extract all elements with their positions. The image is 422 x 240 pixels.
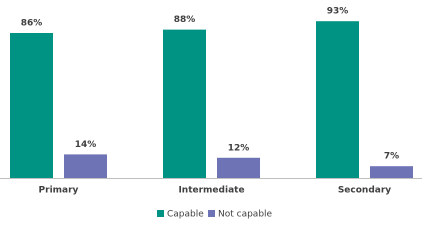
value-label: 14% — [75, 140, 97, 150]
value-label: 93% — [327, 7, 349, 17]
legend-label: Capable — [167, 210, 204, 220]
chart: 86% 14% Primary 88% 12% Intermediate 93% 7% Seco… — [0, 7, 422, 220]
legend-swatch — [208, 210, 215, 217]
legend-swatch — [157, 210, 164, 217]
bar — [217, 157, 260, 178]
value-label: 86% — [21, 19, 43, 29]
bar — [316, 21, 359, 178]
bar — [370, 166, 413, 178]
bar — [10, 33, 53, 178]
value-label: 7% — [384, 152, 399, 162]
x-tick-label: Primary — [39, 186, 79, 196]
value-label: 88% — [174, 15, 196, 25]
value-label: 12% — [228, 143, 250, 153]
bar — [163, 29, 206, 179]
x-tick-label: Intermediate — [178, 186, 244, 196]
x-tick-label: Secondary — [338, 186, 391, 196]
bar — [64, 154, 107, 178]
legend-label: Not capable — [218, 210, 273, 220]
